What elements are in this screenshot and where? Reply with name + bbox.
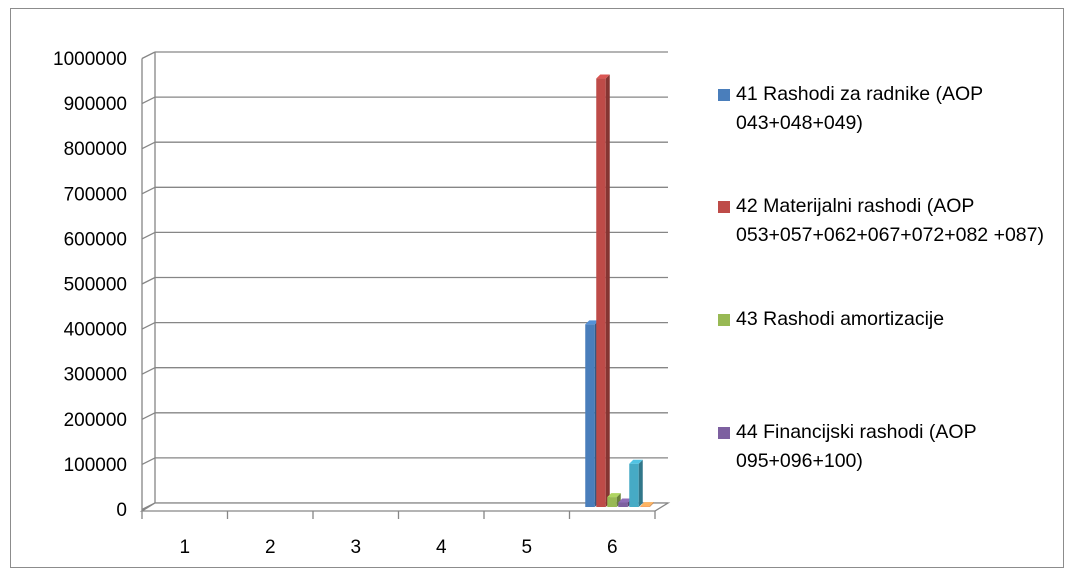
bar <box>596 74 610 508</box>
gridline-depth <box>141 231 156 240</box>
y-tick-label: 1000000 <box>53 49 127 70</box>
y-tick-label: 800000 <box>64 139 127 160</box>
y-tick-label: 700000 <box>64 184 127 205</box>
legend-item-44: 44 Financijski rashodi (AOP 095+096+100) <box>718 418 1048 476</box>
legend-item-43: 43 Rashodi amortizacije <box>718 305 1048 334</box>
gridline-depth <box>141 457 156 465</box>
legend-label-44: 44 Financijski rashodi (AOP 095+096+100) <box>736 421 977 472</box>
y-tick-label: 600000 <box>64 229 127 250</box>
gridline-depth <box>141 367 156 375</box>
x-tick-labels: 1 2 3 4 5 6 <box>141 511 656 558</box>
y-tick-label: 500000 <box>64 275 127 296</box>
legend: 41 Rashodi za radnike (AOP 043+048+049) … <box>718 0 1058 573</box>
gridline-depth <box>141 51 156 60</box>
legend-label-42: 42 Materijalni rashodi (AOP 053+057+062+… <box>736 195 1044 246</box>
gridline-depth <box>141 186 156 195</box>
x-tick-label: 4 <box>436 537 447 558</box>
bars <box>585 74 654 508</box>
y-tick-label: 0 <box>116 500 127 521</box>
legend-label-43: 43 Rashodi amortizacije <box>736 308 945 330</box>
bar <box>629 459 643 507</box>
gridline-depth <box>141 141 156 150</box>
gridline-depth <box>141 96 156 105</box>
legend-item-41: 41 Rashodi za radnike (AOP 043+048+049) <box>718 80 1048 138</box>
y-tick-label: 300000 <box>64 365 127 386</box>
y-tick-label: 900000 <box>64 94 127 115</box>
legend-swatch-44 <box>718 427 730 439</box>
y-tick-label: 100000 <box>64 455 127 476</box>
legend-swatch-41 <box>718 89 730 101</box>
x-tick-label: 3 <box>350 537 361 558</box>
gridline-depth <box>141 276 156 285</box>
bar <box>640 502 654 507</box>
x-tick-label: 2 <box>265 537 276 558</box>
y-tick-label: 200000 <box>64 410 127 431</box>
x-tick-label: 5 <box>521 537 532 558</box>
legend-swatch-42 <box>718 201 730 213</box>
y-tick-labels: 0 100000 200000 300000 400000 500000 600000 700… <box>53 49 127 521</box>
gridline-depth <box>141 322 156 330</box>
y-tick-label: 400000 <box>64 320 127 341</box>
legend-label-41: 41 Rashodi za radnike (AOP 043+048+049) <box>736 83 983 134</box>
legend-item-42: 42 Materijalni rashodi (AOP 053+057+062+… <box>718 192 1048 250</box>
chart-frame <box>10 8 1064 568</box>
x-tick-label: 6 <box>607 537 618 558</box>
x-tick-label: 1 <box>179 537 190 558</box>
gridline-depth <box>141 412 156 420</box>
legend-swatch-43 <box>718 314 730 326</box>
